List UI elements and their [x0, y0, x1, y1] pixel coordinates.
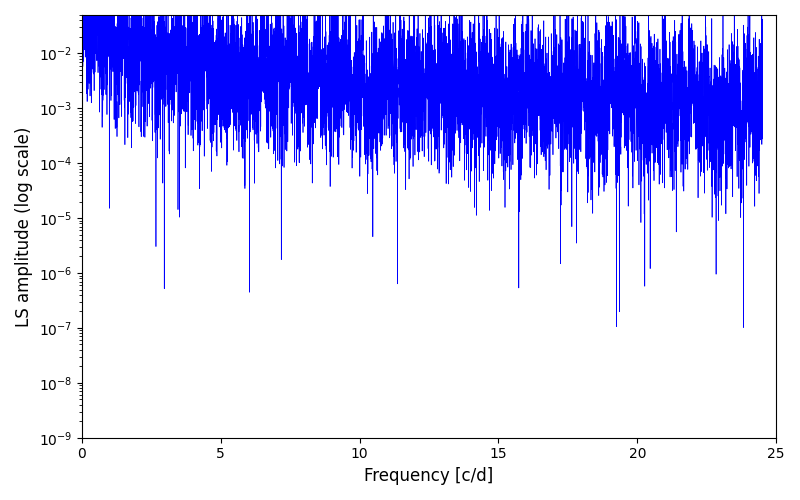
- X-axis label: Frequency [c/d]: Frequency [c/d]: [364, 467, 494, 485]
- Y-axis label: LS amplitude (log scale): LS amplitude (log scale): [15, 126, 33, 326]
